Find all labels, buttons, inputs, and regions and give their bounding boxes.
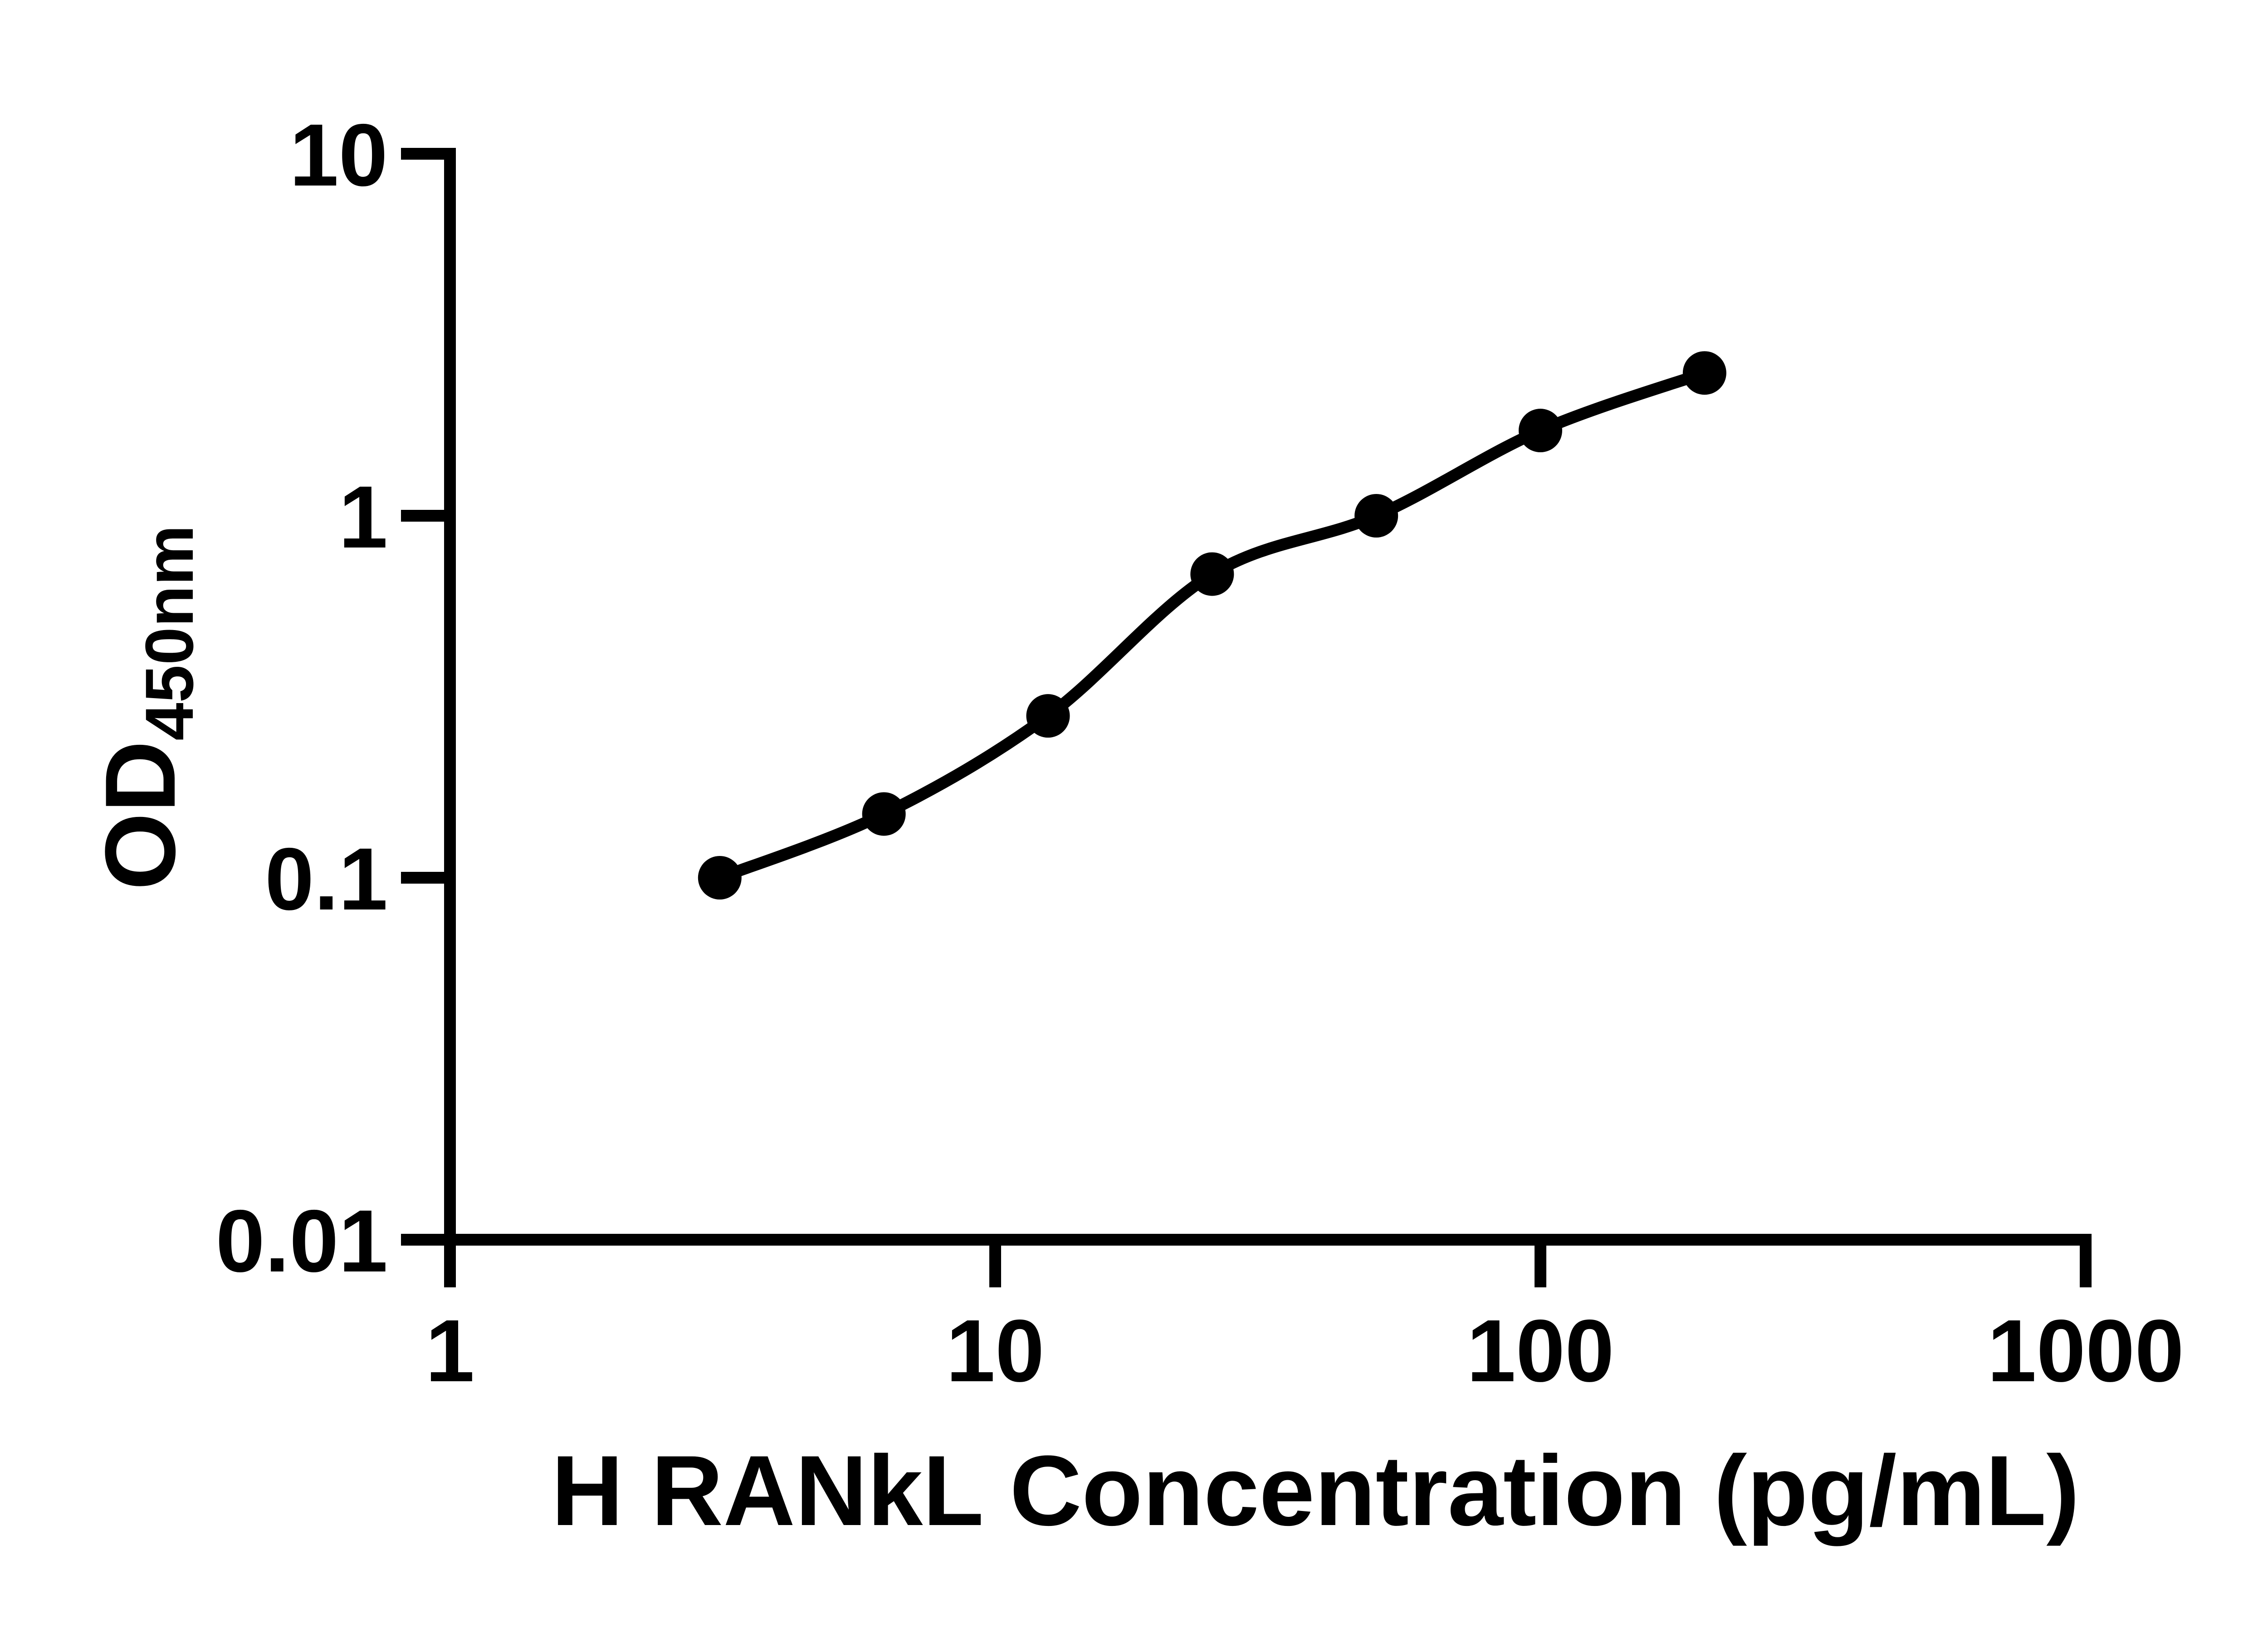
axes: 10 1 0.1 0.01 1 10 100 1000 xyxy=(215,106,2184,1400)
x-axis-title: H RANkL Concentration (pg/mL) xyxy=(551,1435,2079,1546)
data-point xyxy=(1354,494,1398,538)
y-axis-title: OD450nm xyxy=(84,525,207,890)
data-point xyxy=(698,856,742,900)
y-axis-title-subscript: 450nm xyxy=(131,525,207,740)
data-point xyxy=(1026,694,1070,738)
data-series xyxy=(698,351,1726,900)
data-point xyxy=(1682,351,1726,395)
data-point xyxy=(1519,409,1562,453)
x-tick-label: 10 xyxy=(946,1301,1045,1400)
y-tick-label: 0.1 xyxy=(265,830,388,929)
y-tick-label: 0.01 xyxy=(215,1192,388,1291)
data-point xyxy=(1190,552,1234,596)
x-tick-label: 100 xyxy=(1466,1301,1614,1400)
y-tick-label: 1 xyxy=(339,468,388,567)
y-axis-title-main: OD xyxy=(84,741,196,890)
x-tick-label: 1000 xyxy=(1987,1301,2184,1400)
y-tick-label: 10 xyxy=(289,106,388,205)
x-tick-label: 1 xyxy=(425,1301,474,1400)
data-point xyxy=(862,792,906,836)
